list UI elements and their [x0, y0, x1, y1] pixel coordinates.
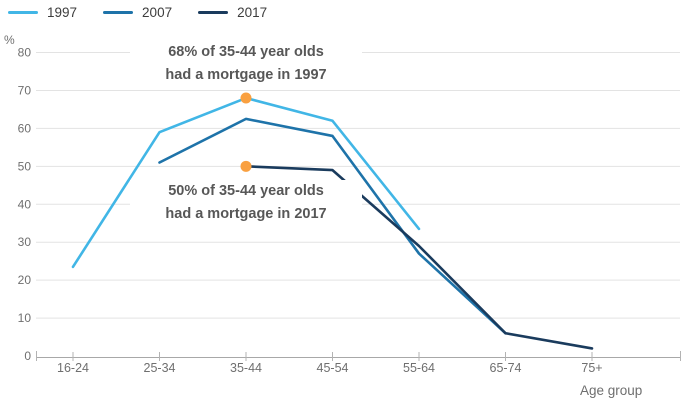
annotation-line: 68% of 35-44 year olds [168, 44, 324, 60]
x-tick-label-45-54: 45-54 [317, 361, 349, 375]
legend-item-2007[interactable]: 2007 [103, 5, 172, 20]
x-tick-label-16-24: 16-24 [57, 361, 89, 375]
annotation-2017-peak: 50% of 35-44 year olds had a mortgage in… [130, 180, 362, 226]
y-tick-label-40: 40 [18, 197, 32, 211]
y-tick-label-80: 80 [18, 46, 32, 60]
legend-label-2007: 2007 [142, 5, 173, 20]
legend-item-2017[interactable]: 2017 [198, 5, 267, 20]
y-tick-label-20: 20 [18, 273, 32, 287]
x-tick-label-65-74: 65-74 [490, 361, 522, 375]
annotation-1997-peak: 68% of 35-44 year olds had a mortgage in… [130, 41, 362, 87]
legend-label-1997: 1997 [47, 5, 78, 20]
x-tick-label-25-34: 25-34 [144, 361, 176, 375]
series-line-2007 [158, 117, 507, 335]
legend-label-2017: 2017 [237, 5, 268, 20]
x-tick-label-55-64: 55-64 [403, 361, 435, 375]
annotation-line: 50% of 35-44 year olds [168, 183, 324, 199]
y-axis-unit-label: % [4, 33, 15, 47]
legend-swatch-1997 [8, 11, 38, 14]
series-line-2017 [244, 165, 594, 350]
y-tick-label-50: 50 [18, 159, 32, 173]
annotation-line: had a mortgage in 2017 [165, 206, 327, 222]
legend-item-1997[interactable]: 1997 [8, 5, 77, 20]
x-tick-label-35-44: 35-44 [230, 361, 262, 375]
y-tick-label-0: 0 [24, 349, 31, 363]
x-tick-label-75+: 75+ [581, 361, 602, 375]
chart-legend: 1997 2007 2017 [8, 5, 267, 20]
y-tick-label-10: 10 [18, 311, 32, 325]
y-tick-label-30: 30 [18, 235, 32, 249]
marker-2017-35-44 [240, 160, 252, 172]
legend-swatch-2007 [103, 11, 134, 14]
x-axis-title: Age group [580, 383, 643, 398]
y-tick-label-70: 70 [18, 83, 32, 97]
marker-1997-35-44 [240, 92, 252, 104]
annotation-line: had a mortgage in 1997 [165, 67, 327, 83]
legend-swatch-2017 [198, 11, 229, 14]
y-tick-label-60: 60 [18, 121, 32, 135]
